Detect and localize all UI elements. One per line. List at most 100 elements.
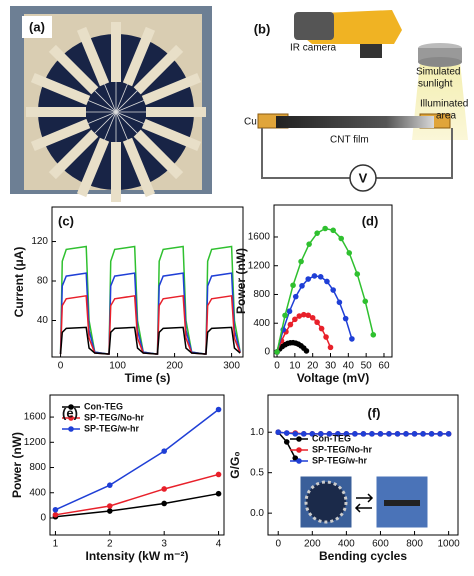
legend-marker [68, 426, 74, 432]
y-tick-label: 1600 [24, 412, 47, 423]
sunlight-label: sunlight [418, 79, 453, 90]
y-tick-label: 1200 [24, 437, 47, 448]
plot-frame [49, 394, 225, 536]
data-point [326, 431, 333, 437]
y-tick-label: 40 [37, 315, 49, 326]
plot-frame [267, 394, 459, 536]
y-tick-label: 80 [37, 276, 49, 287]
x-tick-label: 200 [166, 361, 183, 372]
data-point [275, 429, 282, 436]
data-point [107, 503, 113, 509]
data-point [428, 431, 435, 437]
x-tick-label: 0 [58, 361, 64, 372]
data-point [286, 308, 293, 315]
center-line [104, 111, 117, 140]
data-point [52, 512, 59, 518]
y-tick-label: 0.0 [250, 508, 264, 519]
data-point [437, 431, 443, 437]
center-line [88, 111, 117, 124]
data-point [420, 431, 426, 437]
camera-lens [294, 12, 334, 40]
legend-label: SP-TEG/w-hr [84, 423, 139, 433]
paper-strip [76, 26, 110, 87]
paper-strip [141, 118, 202, 152]
data-point [323, 334, 329, 340]
data-point [215, 406, 222, 413]
data-point [330, 227, 336, 234]
data-point [369, 431, 375, 437]
area-label: Illuminated [420, 99, 468, 110]
x-tick-label: 40 [343, 361, 355, 372]
y-axis-label: Power (nW) [10, 432, 24, 498]
x-tick-label: 800 [406, 539, 423, 550]
paper-strip [122, 26, 156, 87]
legend-marker [68, 415, 74, 421]
plot-frame [273, 204, 393, 358]
data-point [107, 508, 113, 514]
x-axis-label: Intensity (kW m⁻²) [85, 549, 188, 563]
y-tick-label: 800 [253, 289, 270, 300]
data-point [311, 273, 318, 279]
paper-strip [133, 129, 184, 180]
x-tick-label: 200 [304, 539, 321, 550]
legend-marker [296, 458, 302, 464]
data-point [309, 314, 316, 321]
paper-strip [146, 107, 206, 117]
x-tick-label: 3 [161, 539, 167, 550]
legend-label: SP-TEG/w-hr [312, 455, 367, 465]
data-point [314, 319, 320, 326]
data-point [309, 431, 316, 437]
y-axis-label: G/G₀ [228, 451, 242, 478]
data-point [445, 431, 452, 437]
data-point [298, 258, 304, 265]
lamp-bottom [418, 57, 462, 67]
data-point [394, 431, 401, 437]
x-axis-label: Time (s) [125, 371, 171, 385]
data-point [303, 348, 310, 354]
legend-label: Con-TEG [84, 401, 123, 411]
paper-strip [141, 72, 202, 106]
cu-label: Cu [244, 117, 257, 128]
panel-label: (a) [29, 19, 45, 34]
center-line [115, 84, 128, 113]
series-line [276, 275, 353, 353]
data-point [354, 271, 361, 277]
camera-label: IR camera [290, 43, 337, 54]
plot-frame [51, 206, 244, 358]
paper-strip [26, 107, 86, 117]
data-point [300, 431, 307, 437]
center-line [104, 84, 117, 113]
paper-strip [111, 22, 121, 82]
center-line [94, 111, 117, 134]
diagram-panel: IR camera Simulated sunlight Cu CNT film… [244, 10, 468, 192]
data-point [338, 235, 344, 242]
data-point [386, 431, 392, 437]
x-tick-label: 0 [275, 539, 281, 550]
data-point [318, 325, 325, 332]
center-line [94, 90, 117, 113]
data-point [342, 315, 349, 322]
x-tick-label: 50 [361, 361, 373, 372]
panel-label: (d) [362, 213, 379, 228]
data-point [300, 311, 307, 318]
data-point [322, 225, 328, 232]
cnt-film [276, 116, 434, 128]
x-tick-label: 400 [338, 539, 355, 550]
x-tick-label: 300 [223, 361, 240, 372]
x-tick-label: 30 [325, 361, 337, 372]
inset-disc [304, 480, 348, 524]
panel-label: (c) [58, 213, 74, 228]
label-box [22, 16, 52, 38]
panel-label: (f) [368, 405, 381, 420]
x-tick-label: 2 [107, 539, 113, 550]
series-line [55, 473, 219, 516]
y-axis-label: Current (μA) [12, 247, 26, 318]
voltmeter [349, 164, 377, 192]
inset-photos [299, 475, 429, 529]
series-line [276, 227, 375, 353]
data-point [314, 230, 320, 236]
paper-strip [133, 44, 184, 95]
y-tick-label: 1200 [248, 260, 271, 271]
series-line [55, 492, 219, 518]
data-point [343, 431, 350, 437]
